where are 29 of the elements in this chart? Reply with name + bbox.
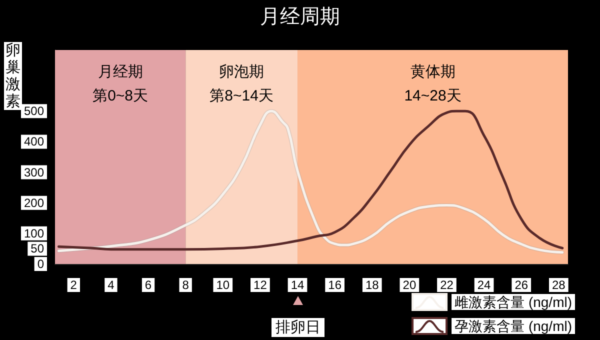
- y-tick-label: 500: [24, 104, 44, 118]
- x-tick-label: 2: [70, 278, 78, 292]
- x-tick-label: 24: [477, 278, 492, 292]
- band-label: 黄体期14~28天: [404, 64, 462, 104]
- x-tick-label: 18: [365, 278, 380, 292]
- y-axis-title: 卵巢激素: [4, 41, 22, 110]
- y-tick-label: 0: [37, 257, 44, 271]
- x-tick-label: 8: [182, 278, 190, 292]
- y-tick-label: 400: [24, 134, 44, 149]
- x-tick-label: 28: [552, 278, 566, 292]
- x-tick-label: 6: [144, 278, 152, 292]
- y-tick-label: 100: [24, 226, 44, 240]
- x-tick-label: 20: [402, 278, 416, 292]
- x-tick-label: 12: [254, 278, 268, 292]
- x-tick-label: 22: [440, 278, 454, 292]
- legend-label: 孕激素含量 (ng/ml): [454, 318, 572, 334]
- band-label: 卵泡期第8~14天: [210, 64, 274, 104]
- y-tick-label: 50: [30, 242, 44, 256]
- text: 排卵日: [272, 318, 324, 337]
- x-tick-label: 16: [328, 278, 342, 292]
- legend-label: 雌激素含量 (ng/ml): [454, 294, 572, 310]
- x-tick-label: 4: [108, 278, 115, 292]
- x-tick-label: 10: [216, 278, 230, 292]
- x-tick-label: 26: [514, 278, 528, 292]
- y-tick-label: 300: [24, 165, 44, 180]
- band-label: 月经期第0~8天: [92, 64, 148, 104]
- y-tick-label: 200: [24, 196, 44, 210]
- x-tick-label: 14: [290, 278, 305, 292]
- chart-title: 月经周期: [260, 6, 340, 28]
